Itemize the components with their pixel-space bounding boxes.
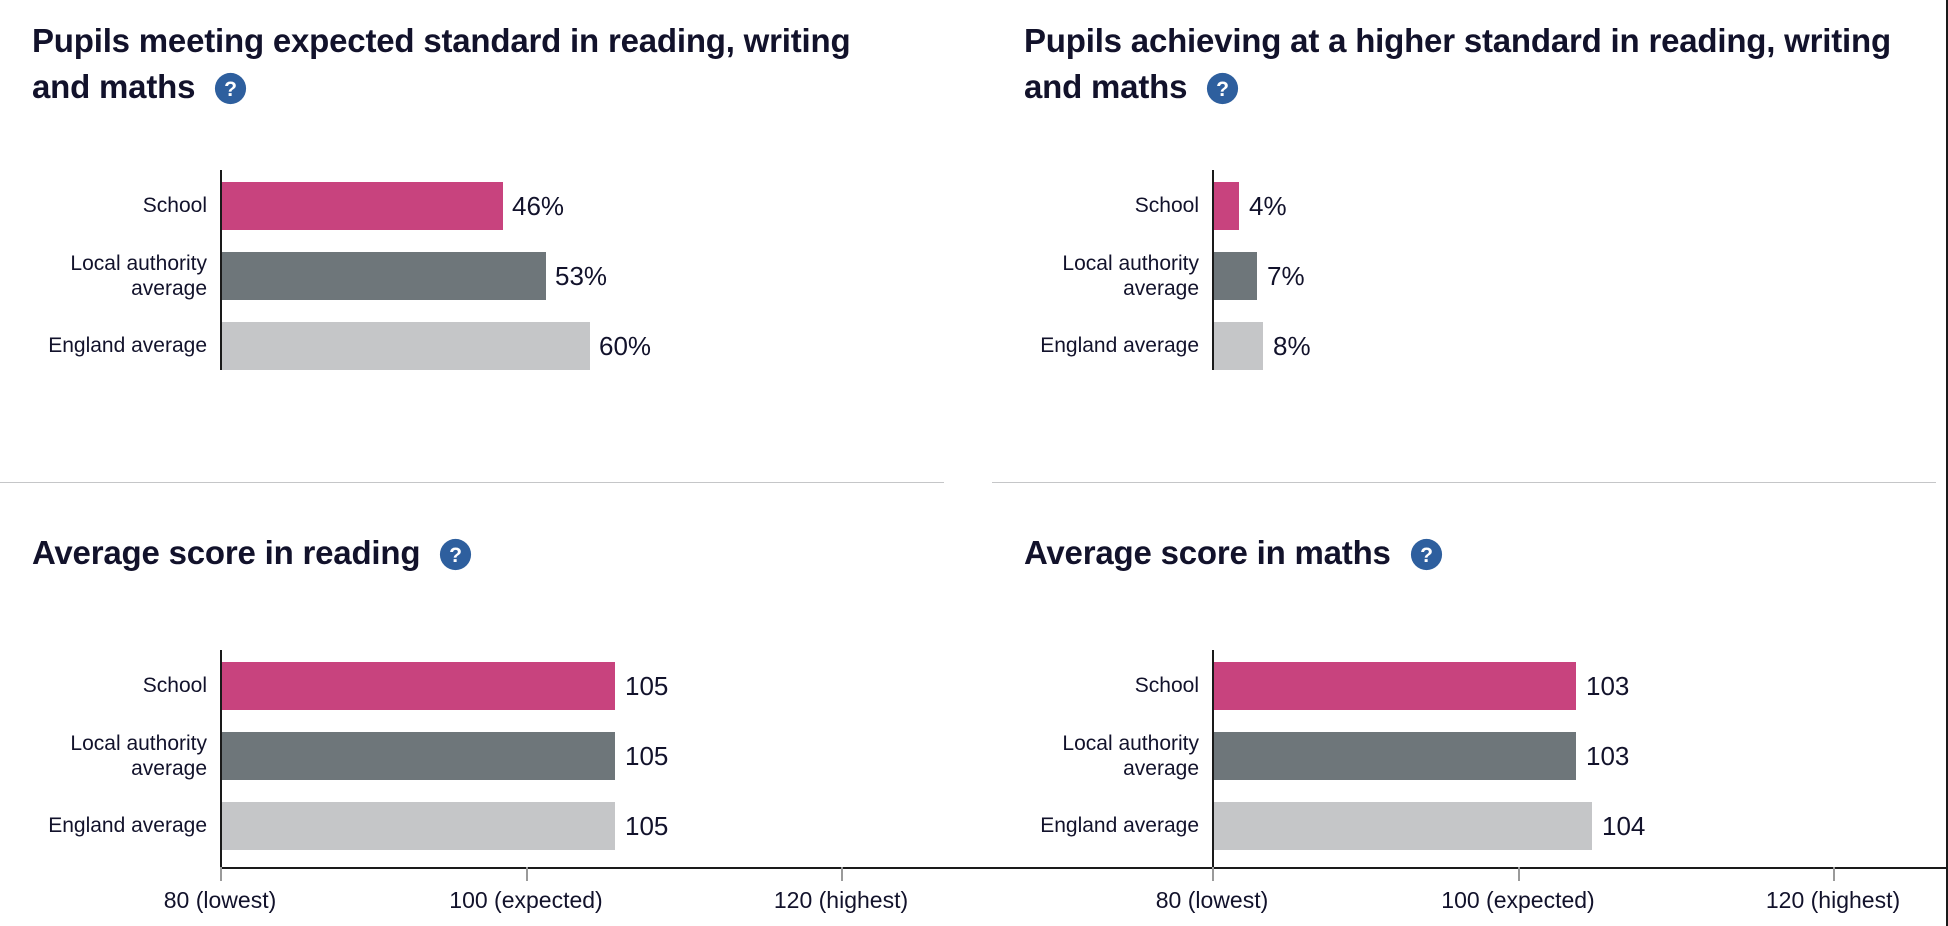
svg-text:?: ? (449, 544, 462, 567)
svg-text:?: ? (1216, 78, 1229, 101)
svg-text:?: ? (1420, 544, 1433, 567)
svg-text:?: ? (224, 78, 237, 101)
